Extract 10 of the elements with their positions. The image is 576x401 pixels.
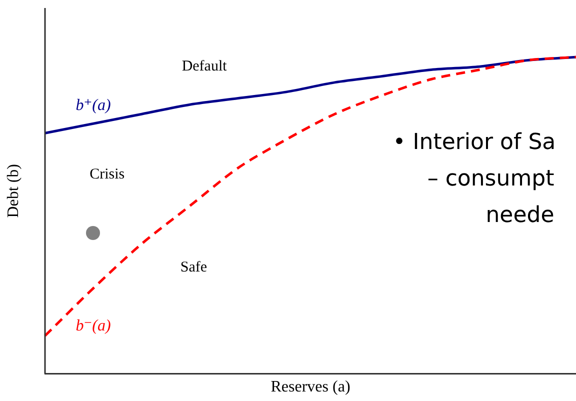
annotation: • Interior of Sa xyxy=(392,130,556,156)
x-axis-title: Reserves (a) xyxy=(270,378,350,396)
annotation: Safe xyxy=(180,260,208,276)
annotation: neede xyxy=(486,203,554,228)
annotation: Default xyxy=(182,58,228,74)
annotation: Crisis xyxy=(90,166,125,182)
y-axis-title: Debt (b) xyxy=(5,164,22,218)
annotation: – consumpt xyxy=(427,166,555,192)
series-label: b⁺(a) xyxy=(76,96,111,114)
series-label: b⁻(a) xyxy=(76,317,111,334)
